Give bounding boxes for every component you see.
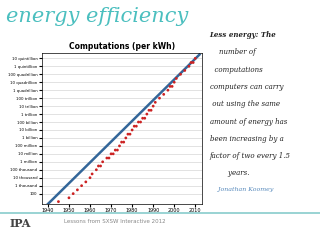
Point <box>153 100 158 104</box>
Text: been increasing by a: been increasing by a <box>210 135 283 143</box>
Point <box>98 164 103 168</box>
Title: Computations (per kWh): Computations (per kWh) <box>68 42 175 51</box>
Point <box>136 120 141 124</box>
Point <box>157 96 162 100</box>
Point <box>172 80 177 84</box>
Point <box>121 140 126 144</box>
Text: amount of energy has: amount of energy has <box>210 118 287 126</box>
Point <box>132 124 137 128</box>
Point <box>125 132 131 136</box>
Point <box>170 84 175 88</box>
Point <box>115 148 120 152</box>
Point <box>191 61 196 65</box>
Point <box>161 92 166 96</box>
Point <box>193 56 198 60</box>
Text: factor of two every 1.5: factor of two every 1.5 <box>210 152 291 160</box>
Point <box>187 64 192 68</box>
Text: Less energy: The: Less energy: The <box>210 31 276 39</box>
Point <box>117 144 122 148</box>
Text: out using the same: out using the same <box>210 100 280 108</box>
Point <box>123 136 128 140</box>
Point <box>119 140 124 144</box>
Point <box>87 176 92 180</box>
Text: computers can carry: computers can carry <box>210 83 283 91</box>
Point <box>71 192 76 196</box>
Point <box>94 168 99 172</box>
Point <box>148 108 154 112</box>
Point <box>142 116 147 120</box>
Point <box>188 61 194 65</box>
Point <box>140 116 145 120</box>
Text: Jonathan Koomey: Jonathan Koomey <box>210 187 273 192</box>
Point <box>167 84 172 88</box>
Text: IPA: IPA <box>10 218 31 229</box>
Point <box>144 112 149 116</box>
Point <box>108 152 114 156</box>
Text: Lessons from SXSW Interactive 2012: Lessons from SXSW Interactive 2012 <box>64 219 166 224</box>
Point <box>56 200 61 204</box>
Point <box>111 152 116 156</box>
Point <box>165 88 171 92</box>
Point <box>151 104 156 108</box>
Point <box>96 164 101 168</box>
Point <box>178 72 183 76</box>
Text: years.: years. <box>210 169 249 177</box>
Point <box>104 156 109 160</box>
Point <box>107 156 112 160</box>
Point <box>138 120 143 124</box>
Point <box>147 108 152 112</box>
Point <box>113 148 118 152</box>
Point <box>182 69 187 72</box>
Text: computations: computations <box>210 66 262 74</box>
Point <box>174 77 179 80</box>
Text: energy efficiency: energy efficiency <box>6 7 189 26</box>
Point <box>100 160 105 164</box>
Point <box>79 184 84 188</box>
Point <box>127 132 132 136</box>
Point <box>130 128 135 132</box>
Point <box>67 196 72 200</box>
Point <box>83 180 88 184</box>
Point <box>75 188 80 192</box>
Point <box>134 124 139 128</box>
Point <box>90 172 95 176</box>
Text: number of: number of <box>210 48 255 56</box>
